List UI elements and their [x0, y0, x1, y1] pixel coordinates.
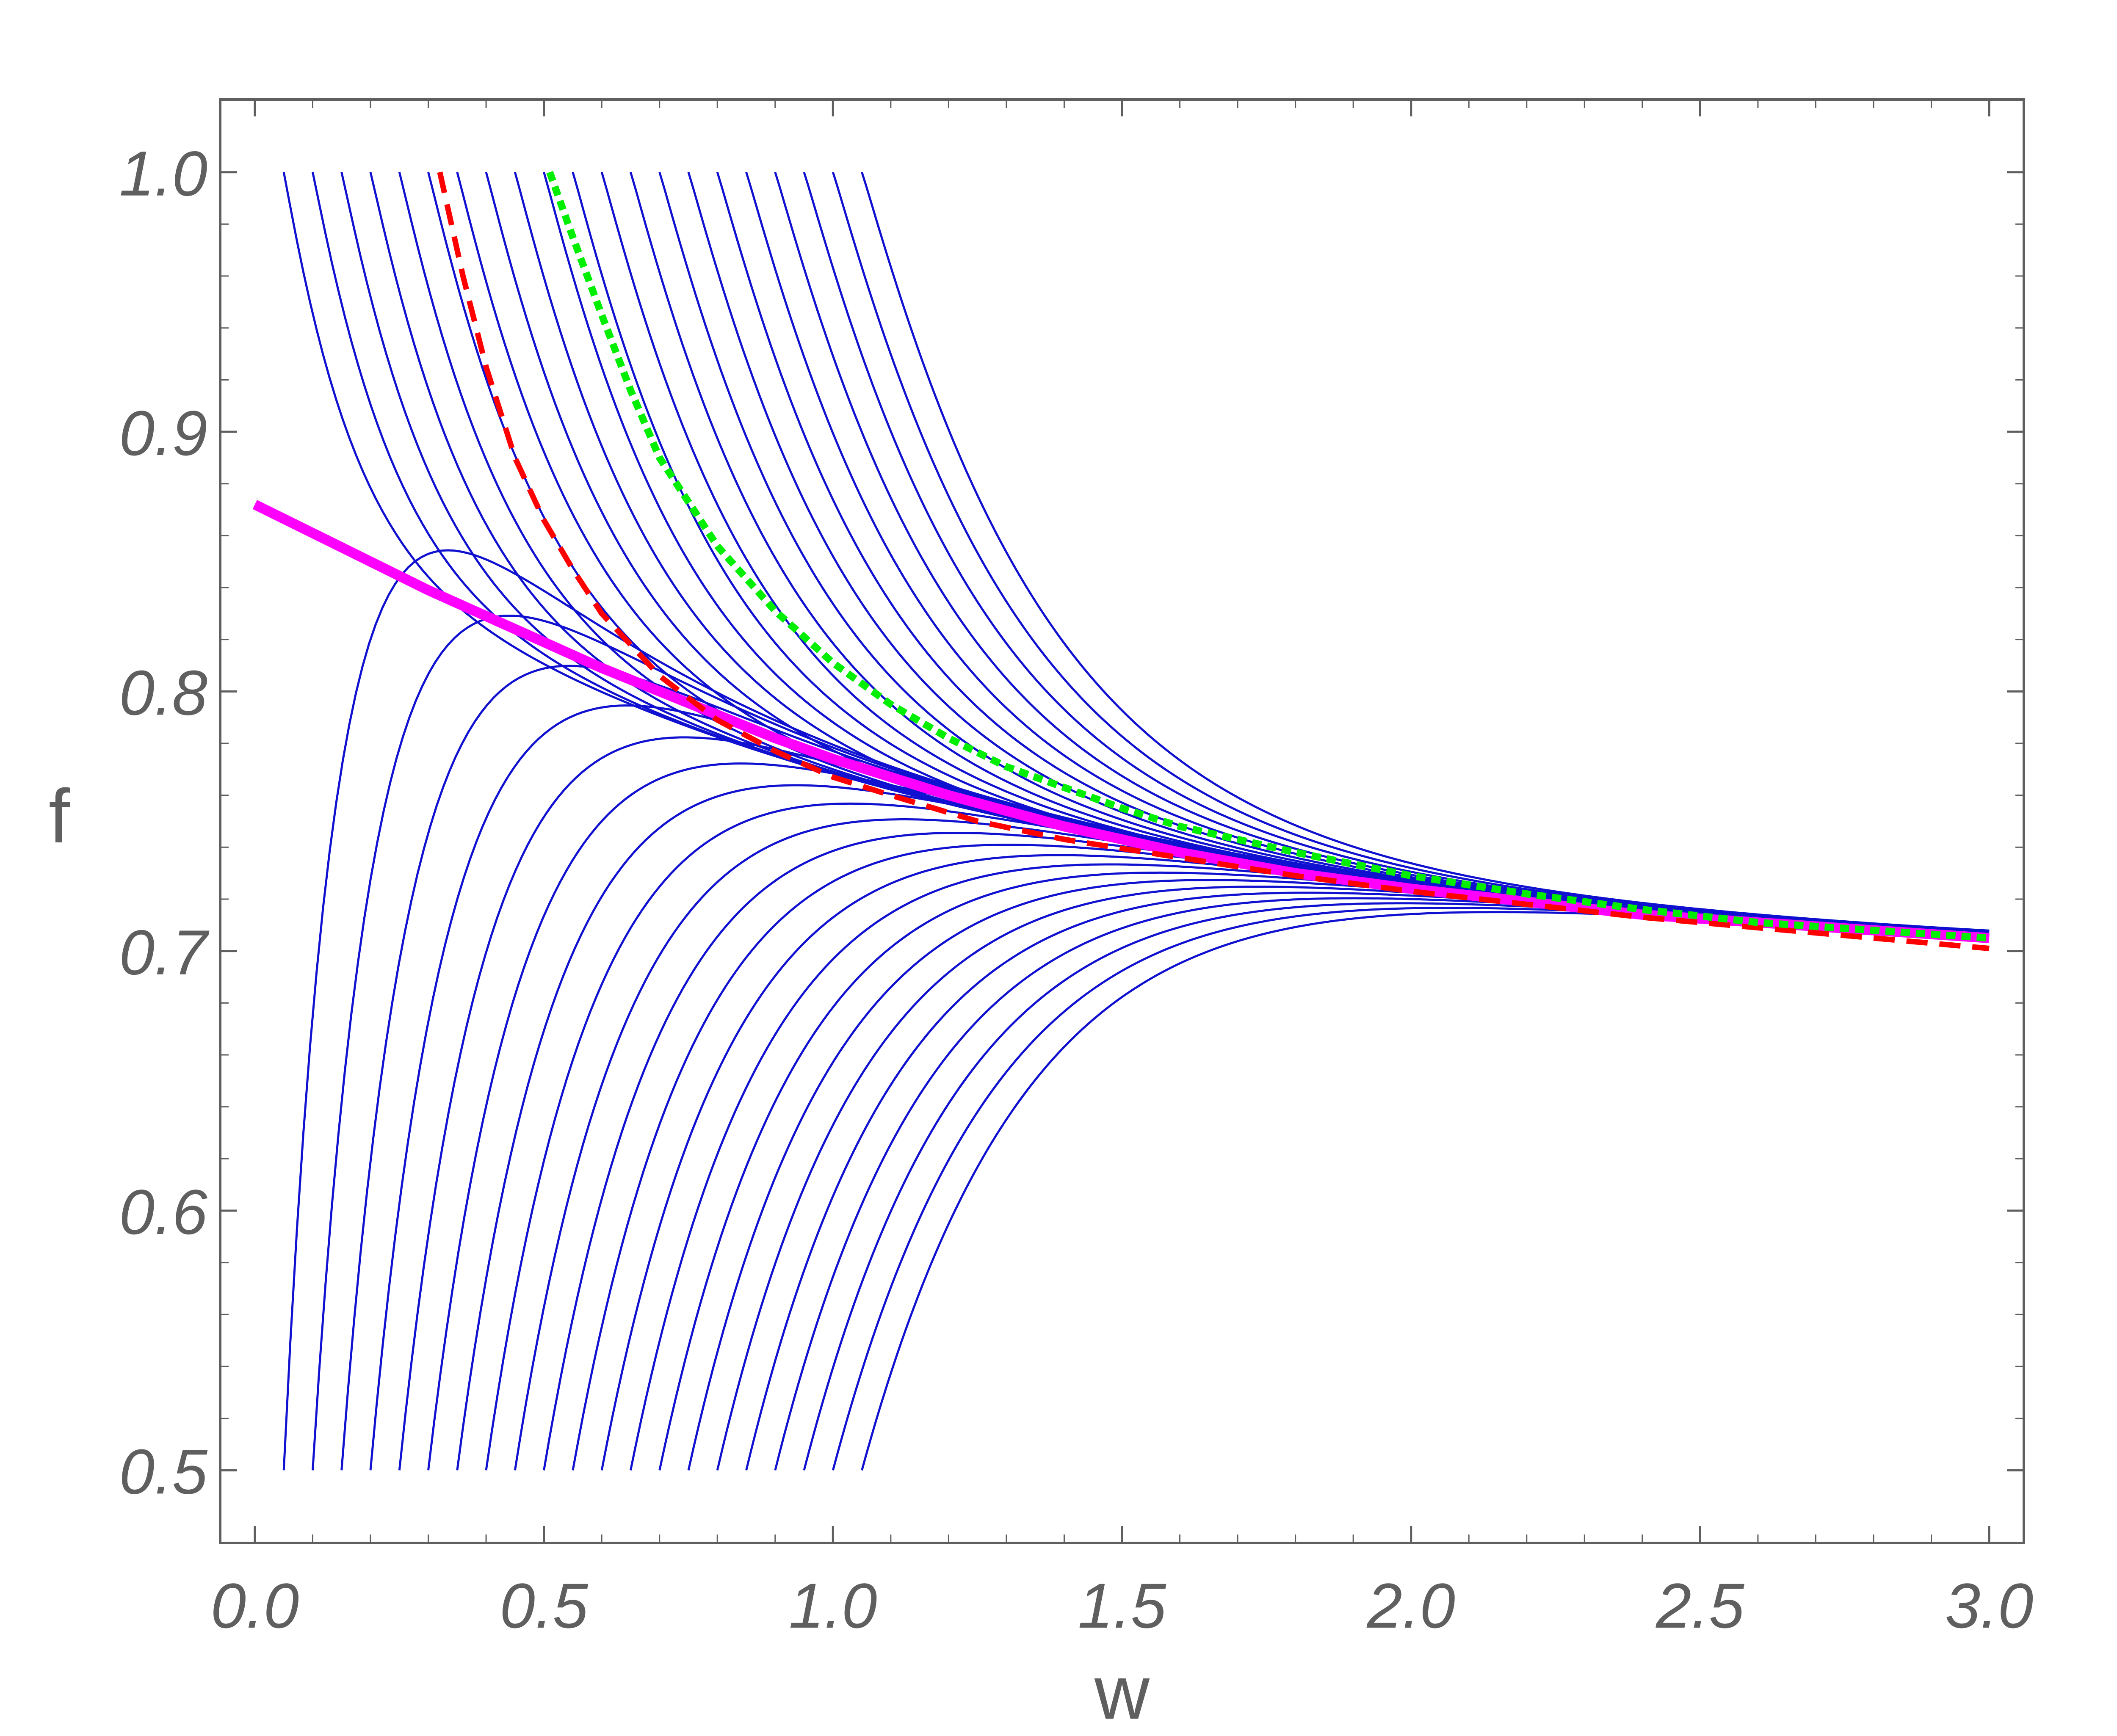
family-curve	[398, 172, 1990, 932]
family-curve	[630, 171, 1990, 932]
labels: 0.0 0.5 1.0 1.5 2.0 2.5 3.00.50.60.70.80.91.0	[119, 138, 2033, 1641]
y-tick-label: 1.0	[119, 138, 207, 209]
x-tick-label: 0.0	[211, 1570, 299, 1641]
family-curve	[745, 891, 1990, 1471]
family-curve	[687, 171, 1990, 932]
family-curve	[312, 615, 1990, 1471]
curves	[282, 171, 1990, 1471]
family-curve	[369, 704, 1990, 1471]
y-axis-title: f	[49, 774, 70, 859]
family-curve	[543, 172, 1990, 932]
y-tick-label: 0.5	[119, 1436, 207, 1507]
y-tick-label: 0.8	[119, 657, 207, 728]
family-curve	[456, 172, 1990, 932]
family-curve	[687, 879, 1990, 1471]
ticks	[220, 99, 2024, 1543]
family-curve	[716, 171, 1990, 932]
family-curve	[340, 172, 1990, 932]
magenta-curve	[252, 500, 1990, 943]
red-dashed-curve	[437, 171, 1990, 951]
x-tick-label: 1.5	[1078, 1570, 1166, 1641]
x-tick-label: 1.0	[789, 1570, 877, 1641]
green-dotted-curve	[546, 171, 1990, 942]
family-curve	[803, 902, 1990, 1471]
family-curve	[745, 171, 1990, 932]
family-curve	[861, 911, 1990, 1471]
plot-frame	[219, 98, 2025, 1544]
x-tick-label: 0.5	[500, 1570, 588, 1641]
y-tick-label: 0.9	[119, 397, 207, 469]
x-tick-label: 2.0	[1366, 1570, 1455, 1641]
family-curve	[572, 172, 1990, 932]
y-tick-label: 0.6	[119, 1176, 207, 1247]
family-curve	[427, 172, 1990, 932]
x-tick-label: 3.0	[1945, 1570, 2034, 1641]
x-tick-label: 2.5	[1655, 1570, 1744, 1641]
x-axis-title: w	[1094, 1650, 1150, 1735]
y-tick-label: 0.7	[119, 917, 210, 988]
family-curve	[629, 863, 1990, 1471]
family-curve	[774, 171, 1990, 932]
family-curve	[600, 854, 1990, 1471]
overlays	[252, 171, 1990, 951]
family-curve	[572, 843, 1990, 1471]
family-curve	[774, 897, 1990, 1471]
family-curve	[716, 886, 1990, 1471]
